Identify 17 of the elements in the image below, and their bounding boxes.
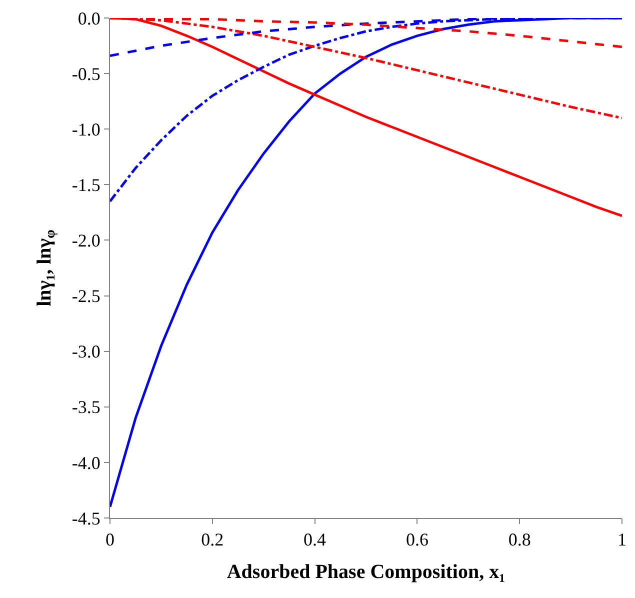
- y-tick-label: -1.0: [72, 119, 100, 140]
- y-tick-label: -4.0: [72, 452, 100, 473]
- y-tick-label: -3.5: [72, 397, 100, 418]
- y-tick-label: -2.0: [72, 230, 100, 251]
- y-tick-label: -2.5: [72, 286, 100, 306]
- x-tick-label: 0.8: [508, 530, 531, 550]
- y-tick-label: -4.5: [72, 508, 100, 528]
- y-tick-label: -1.5: [72, 174, 100, 195]
- x-tick-label: 1: [618, 530, 626, 550]
- x-tick-label: 0.6: [406, 530, 428, 550]
- x-tick-label: 0.2: [201, 530, 224, 550]
- y-tick-label: -0.5: [72, 64, 100, 84]
- y-tick-label: 0.0: [78, 8, 100, 28]
- x-axis-title: Adsorbed Phase Composition, x₁: [226, 561, 506, 584]
- y-tick-label: -3.0: [72, 342, 100, 362]
- x-tick-label: 0: [106, 530, 114, 550]
- x-tick-label: 0.4: [304, 530, 326, 550]
